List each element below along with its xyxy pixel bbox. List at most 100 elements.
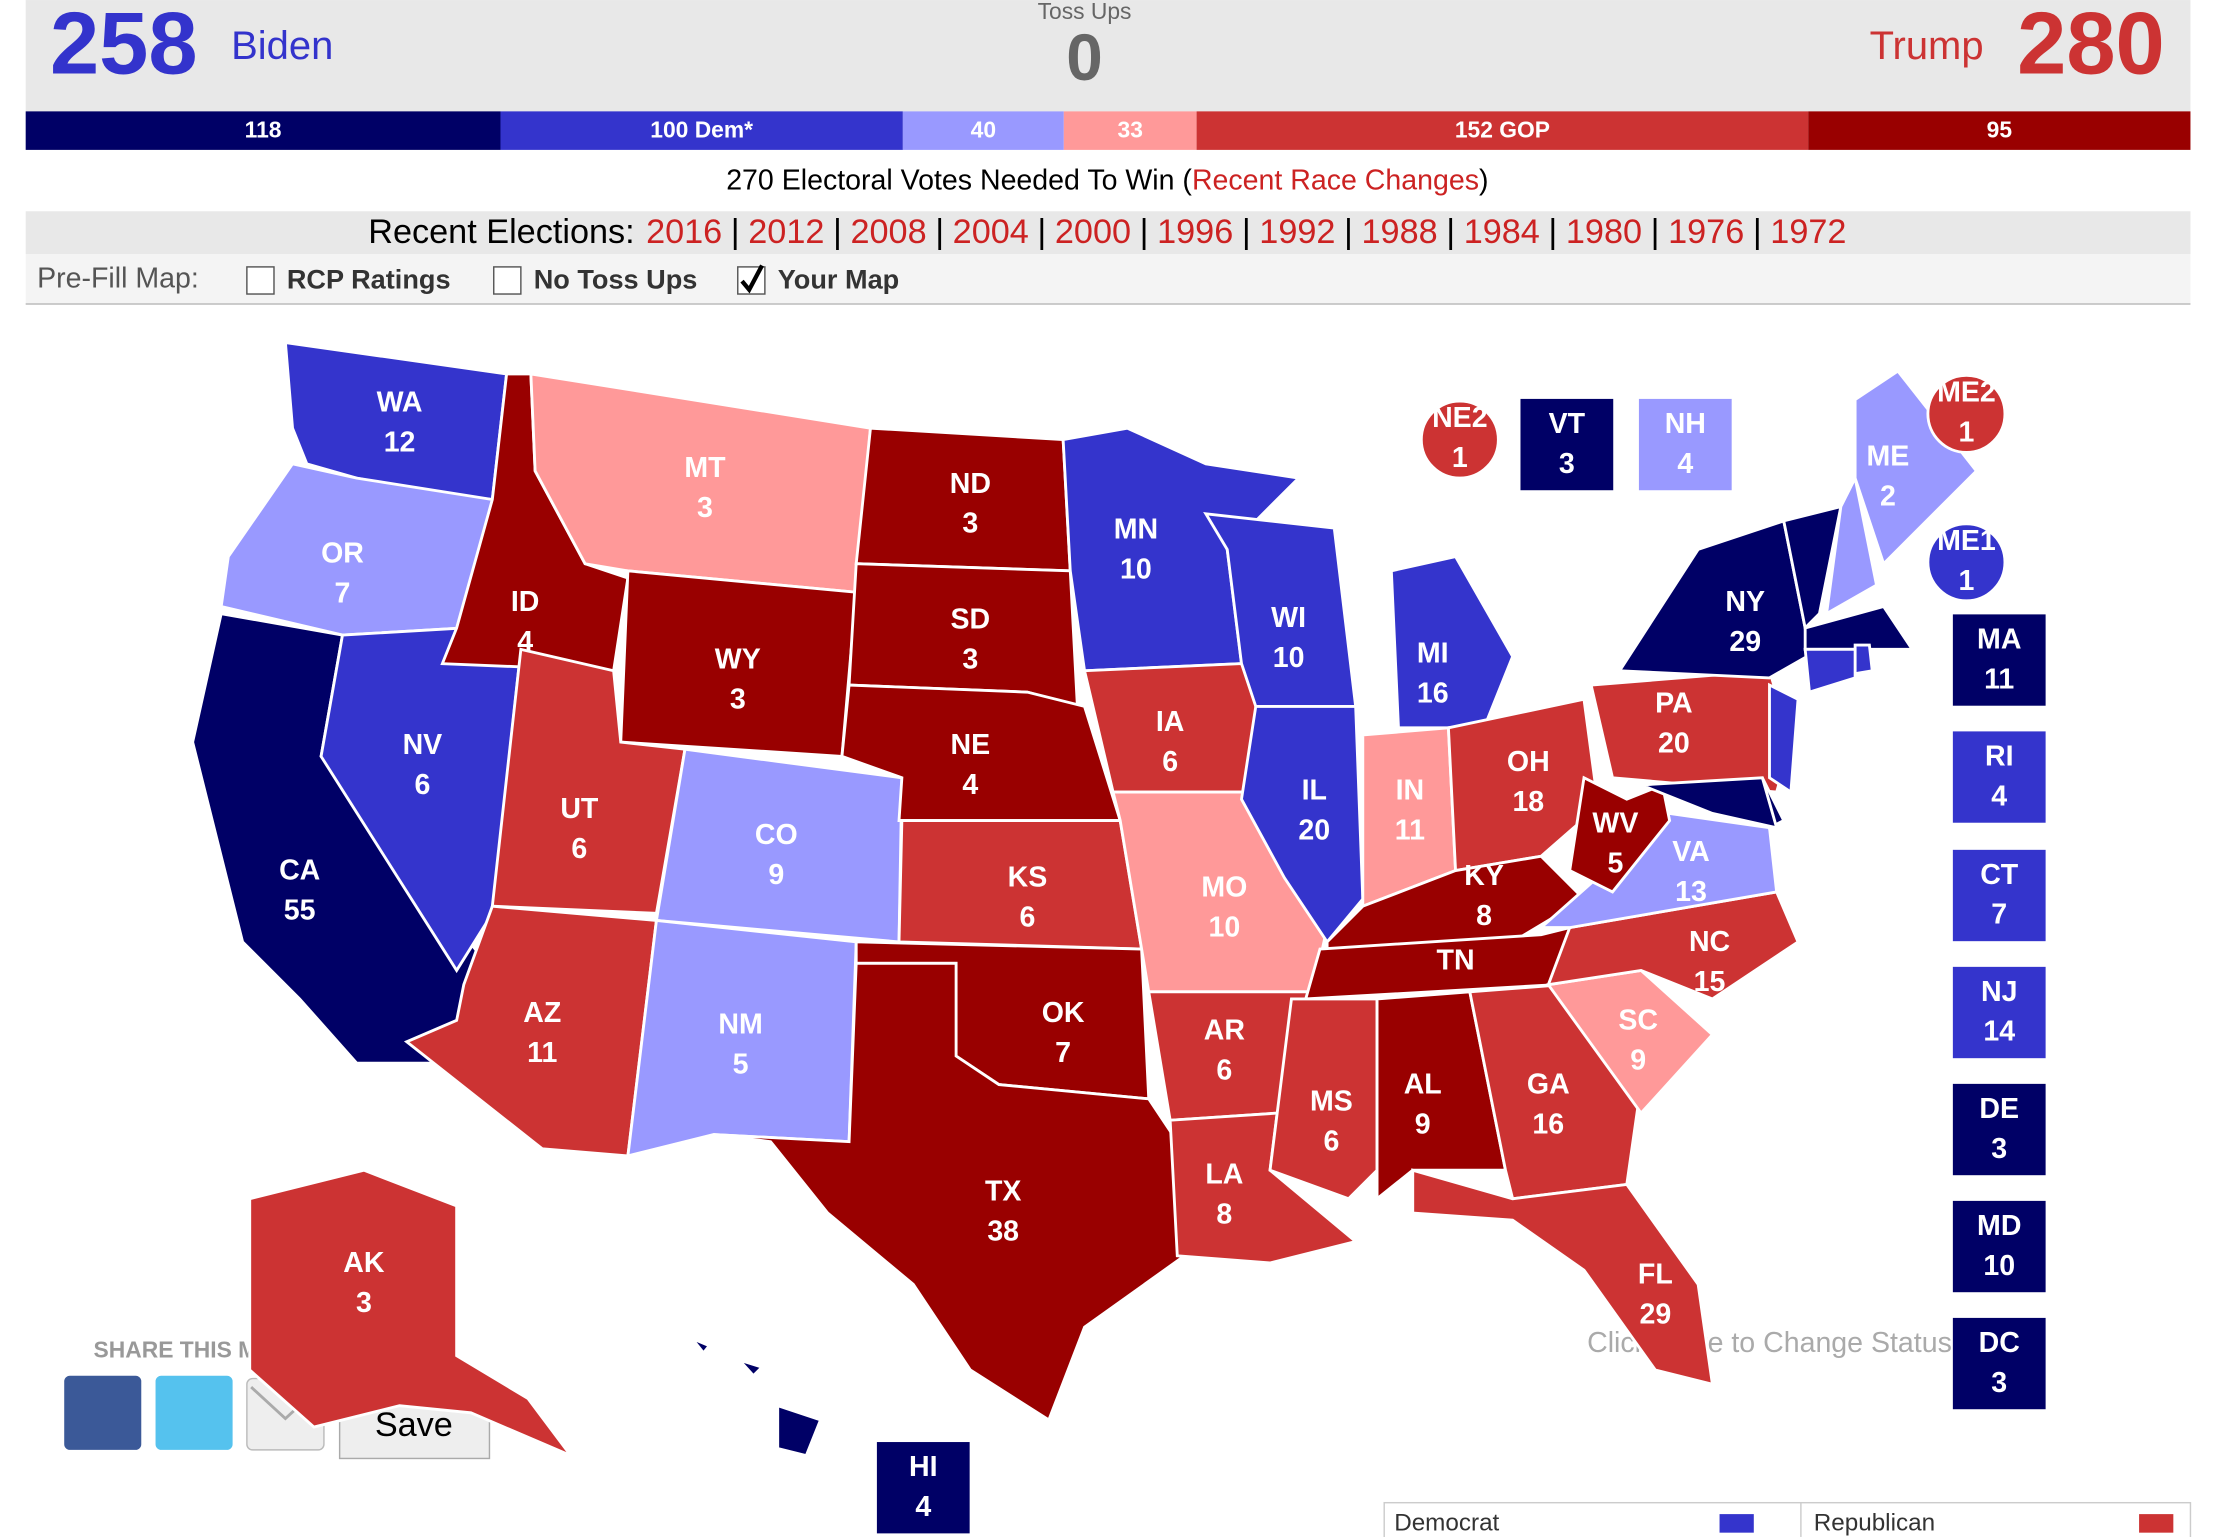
year-link[interactable]: 1976 [1668,213,1744,251]
state-abbr[interactable]: IA [1156,706,1185,738]
state-ev[interactable]: 4 [915,1491,931,1523]
state-box[interactable] [1951,612,2048,708]
state-ev[interactable]: 55 [284,894,316,926]
state-box[interactable] [1519,397,1615,492]
state-box[interactable] [1951,729,2048,825]
state-abbr[interactable]: CT [1980,859,2019,891]
state-ev[interactable]: 5 [733,1049,749,1081]
state-ev[interactable]: 10 [1273,642,1305,674]
state-ev[interactable]: 3 [356,1287,372,1319]
state-abbr[interactable]: AZ [523,997,561,1029]
state-abbr[interactable]: TX [985,1176,1021,1208]
year-link[interactable]: 2004 [953,213,1029,251]
state-ev[interactable]: 29 [1639,1298,1671,1330]
district-circle[interactable] [1926,373,2007,454]
state-ev[interactable]: 1 [1958,416,1974,448]
state-abbr[interactable]: MI [1417,638,1449,670]
state-abbr[interactable]: ME1 [1937,525,1996,557]
state-abbr[interactable]: OH [1507,746,1550,778]
state-abbr[interactable]: NM [718,1009,762,1041]
state-abbr[interactable]: WA [377,386,423,418]
state-ev[interactable]: 13 [1675,876,1707,908]
state-ev[interactable]: 9 [1415,1109,1431,1141]
state-ev[interactable]: 18 [1512,786,1544,818]
state-shape[interactable] [713,961,1186,1423]
state-abbr[interactable]: ME [1867,441,1910,473]
state-ev[interactable]: 3 [1559,448,1575,480]
year-link[interactable]: 1992 [1259,213,1335,251]
state-abbr[interactable]: LA [1205,1158,1243,1190]
state-ev[interactable]: 3 [962,508,978,540]
state-abbr[interactable]: ID [511,586,540,618]
state-abbr[interactable]: AK [343,1247,385,1279]
checkbox-label[interactable]: RCP Ratings [287,263,451,294]
state-abbr[interactable]: DE [1979,1093,2019,1125]
district-circle[interactable] [1926,522,2007,603]
state-abbr[interactable]: NC [1689,926,1730,958]
twitter-button[interactable] [155,1375,233,1450]
state-abbr[interactable]: OR [321,538,364,570]
state-ev[interactable]: 12 [384,426,416,458]
state-shape[interactable] [690,1337,712,1356]
state-box[interactable] [1951,1082,2048,1177]
state-abbr[interactable]: MA [1977,623,2021,655]
state-abbr[interactable]: HI [909,1451,938,1483]
state-ev[interactable]: 5 [1607,847,1623,879]
checkbox[interactable] [493,266,522,295]
state-ev[interactable]: 8 [1476,900,1492,932]
state-shape[interactable] [1268,997,1379,1201]
state-abbr[interactable]: ME2 [1937,376,1996,408]
state-abbr[interactable]: SC [1618,1004,1658,1036]
state-ev[interactable]: 7 [335,578,351,610]
state-abbr[interactable]: KS [1008,862,1048,894]
state-abbr[interactable]: WV [1592,807,1638,839]
state-ev[interactable]: 1 [1452,442,1468,474]
state-ev[interactable]: 20 [1658,728,1690,760]
state-abbr[interactable]: WI [1271,602,1306,634]
year-link[interactable]: 2000 [1055,213,1131,251]
state-shape[interactable] [1411,1168,1715,1387]
state-abbr[interactable]: CA [279,855,320,887]
recent-changes-link[interactable]: Recent Race Changes [1192,164,1479,196]
year-link[interactable]: 1988 [1361,213,1437,251]
state-ev[interactable]: 15 [1694,966,1726,998]
state-abbr[interactable]: IN [1396,775,1425,807]
state-abbr[interactable]: NE2 [1432,402,1488,434]
state-box[interactable] [1951,1316,2048,1411]
state-ev[interactable]: 16 [1532,1109,1564,1141]
state-abbr[interactable]: MT [684,452,726,484]
state-shape[interactable] [1568,775,1672,894]
state-ev[interactable]: 20 [1298,815,1330,847]
state-abbr[interactable]: PA [1655,688,1693,720]
state-box[interactable] [1951,965,2048,1060]
state-ev[interactable]: 6 [1162,746,1178,778]
state-ev[interactable]: 10 [1208,912,1240,944]
state-abbr[interactable]: OK [1042,997,1085,1029]
state-ev[interactable]: 6 [1323,1126,1339,1158]
state-shape[interactable] [1824,473,1879,617]
state-abbr[interactable]: CO [755,819,798,851]
state-shape[interactable] [1803,604,1915,651]
state-ev[interactable]: 9 [1630,1044,1646,1076]
state-ev[interactable]: 7 [1055,1037,1071,1069]
state-ev[interactable]: 3 [697,492,713,524]
state-abbr[interactable]: FL [1638,1258,1673,1290]
state-ev[interactable]: 11 [527,1037,557,1069]
state-ev[interactable]: 29 [1729,626,1761,658]
state-abbr[interactable]: NV [403,729,443,761]
year-link[interactable]: 2012 [748,213,824,251]
state-shape[interactable] [248,1168,576,1460]
facebook-button[interactable] [64,1375,142,1450]
state-ev[interactable]: 11 [1984,663,2014,695]
year-link[interactable]: 1980 [1566,213,1642,251]
state-ev[interactable]: 14 [1983,1016,2015,1048]
year-link[interactable]: 1984 [1464,213,1540,251]
state-shape[interactable] [1375,990,1508,1202]
state-ev[interactable]: 10 [1120,553,1152,585]
state-ev[interactable]: 9 [768,859,784,891]
state-ev[interactable]: 6 [1020,902,1036,934]
state-abbr[interactable]: DC [1979,1327,2020,1359]
state-ev[interactable]: 16 [1417,678,1449,710]
district-circle[interactable] [1419,399,1500,480]
year-link[interactable]: 1996 [1157,213,1233,251]
